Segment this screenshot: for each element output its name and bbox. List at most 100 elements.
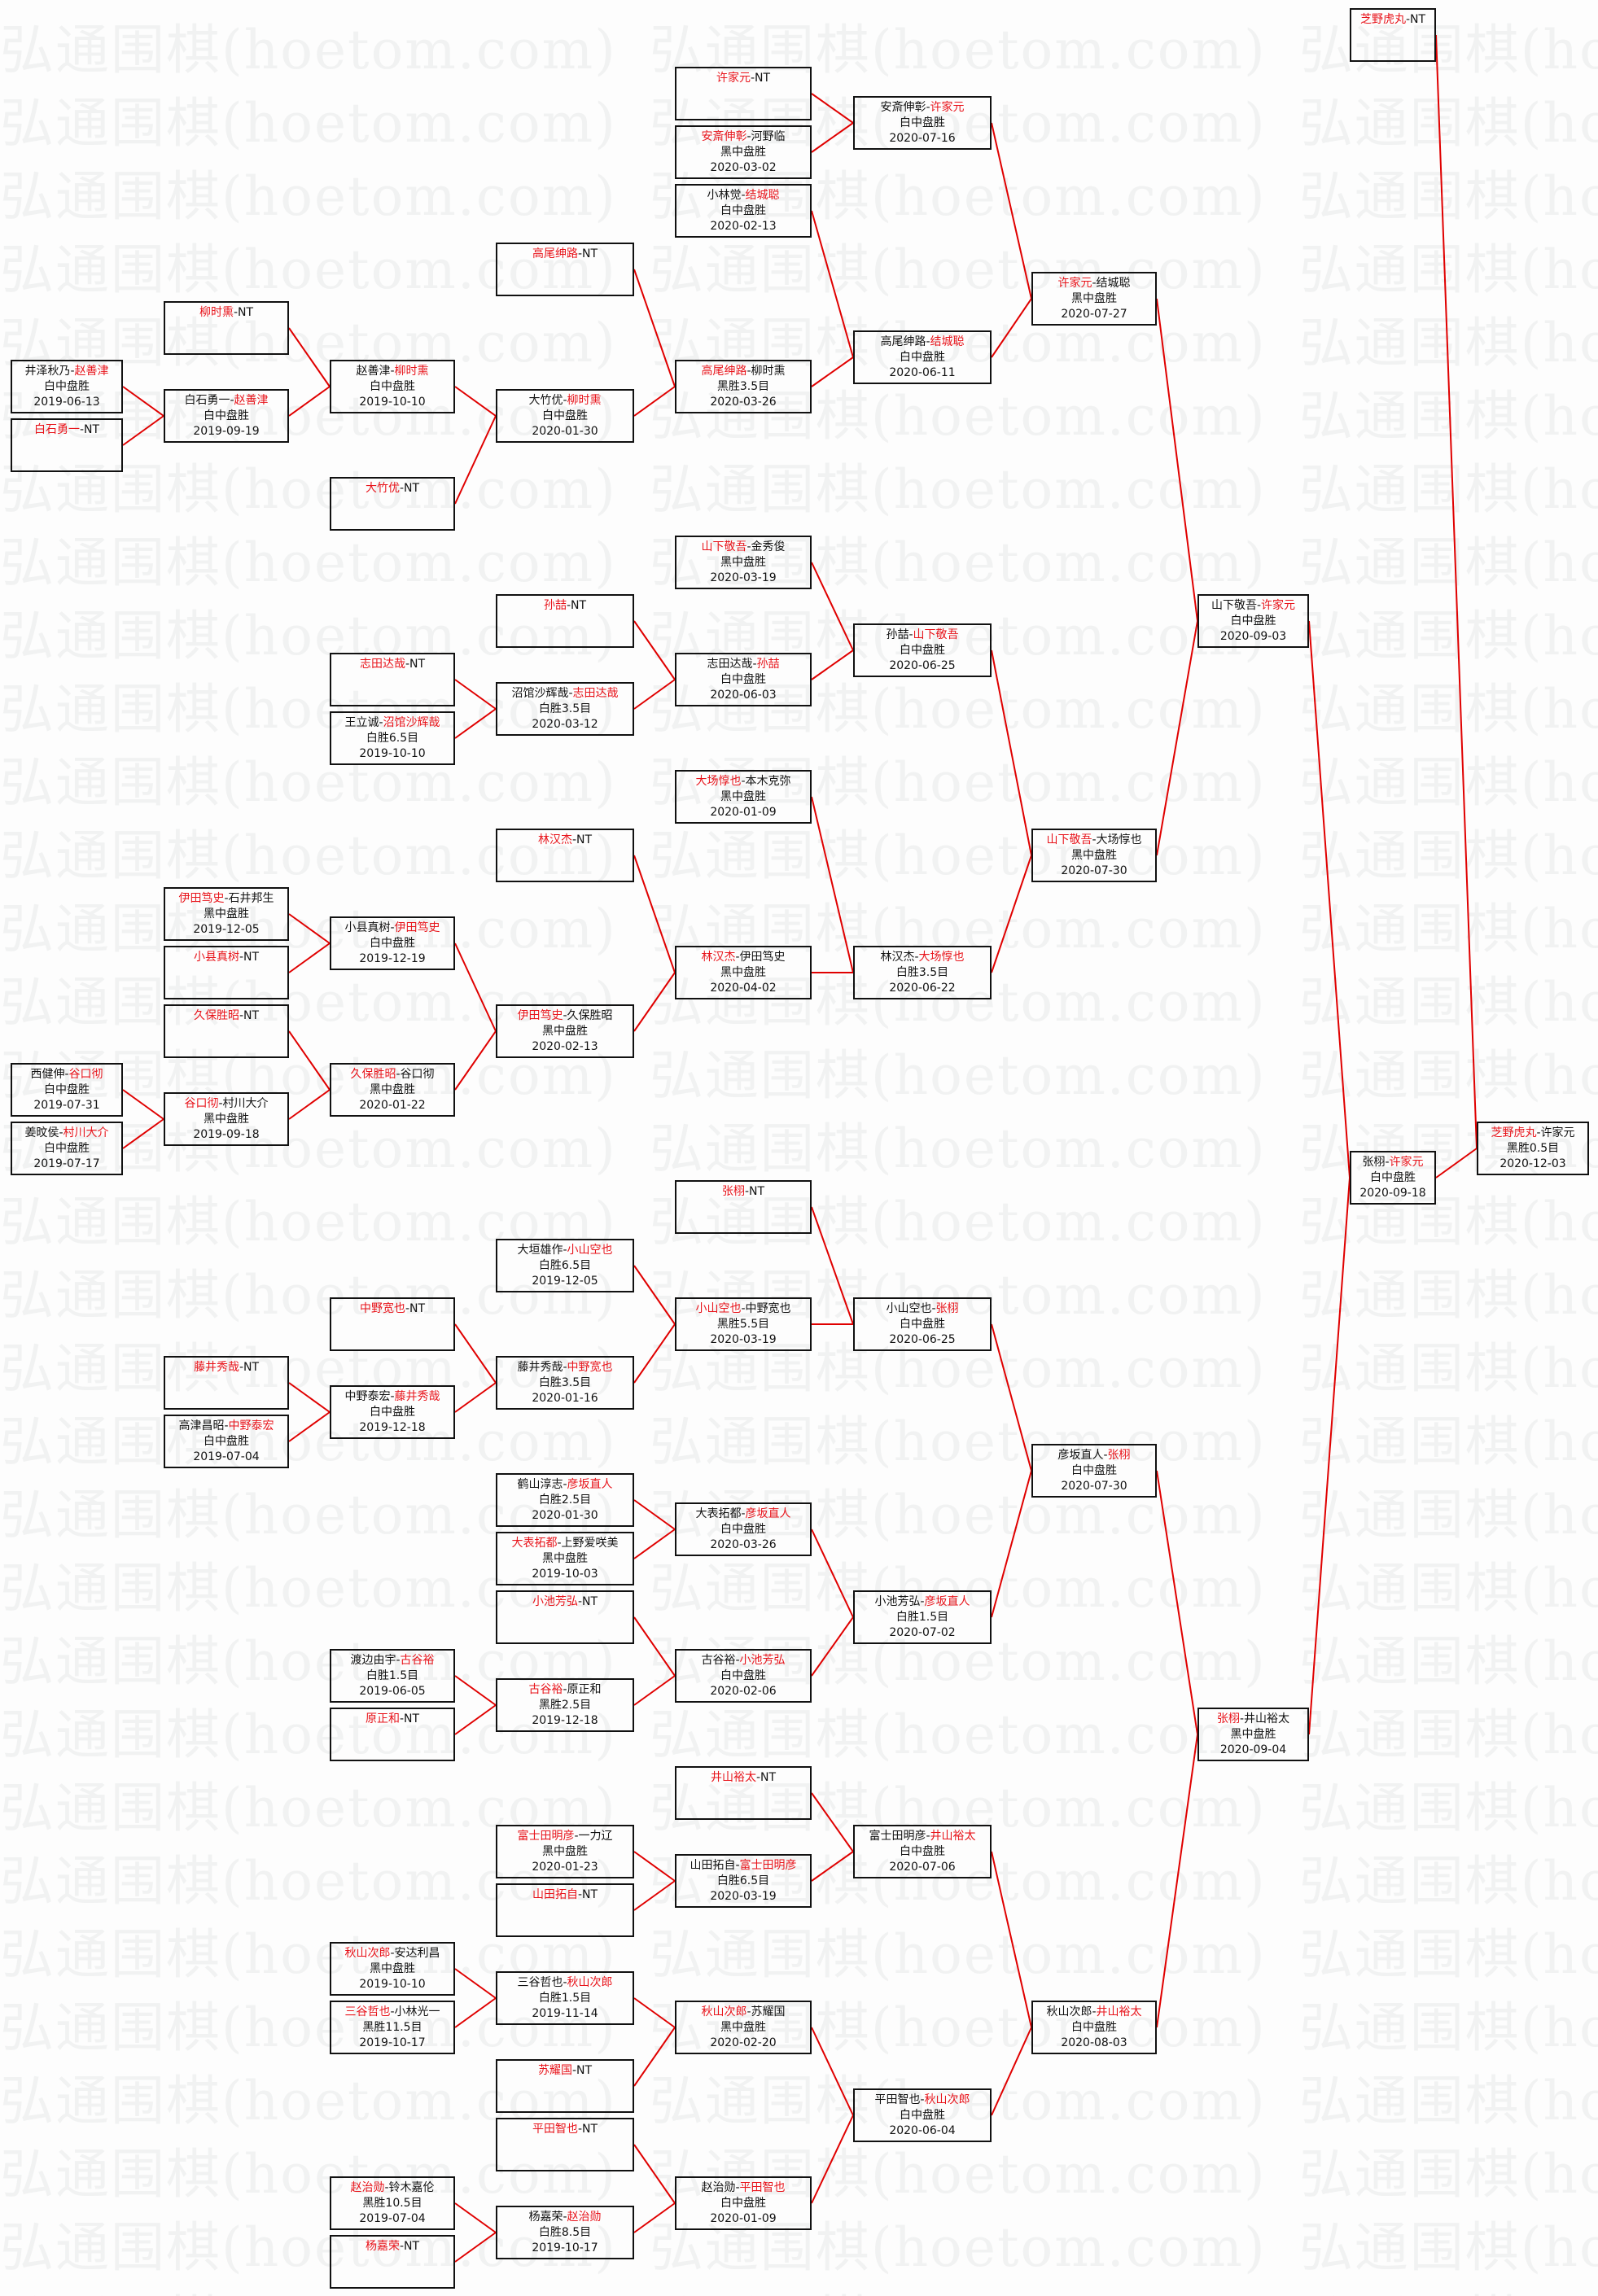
bracket-link xyxy=(454,2202,497,2233)
separator: - xyxy=(390,921,395,934)
match-date: 2020-07-06 xyxy=(889,1861,956,1874)
separator: - xyxy=(563,1976,567,1989)
match-box: 大表拓都-彦坂直人 白中盘胜 2020-03-26 xyxy=(675,1502,812,1556)
separator: - xyxy=(1385,1156,1390,1169)
match-result: 白胜6.5目 xyxy=(538,1259,592,1272)
player-a: 秋山次郎 xyxy=(701,2005,747,2018)
match-players: 富士田明彦-井山裕太 xyxy=(855,1829,990,1844)
bracket-link xyxy=(633,1880,676,1911)
match-result: 白中盘胜 xyxy=(720,204,766,217)
player-b: 中野宽也 xyxy=(745,1302,791,1315)
bracket-link xyxy=(811,93,854,124)
player-a: 柳时熏 xyxy=(199,306,234,319)
match-box: 山下敬吾-金秀俊 黑中盘胜 2020-03-19 xyxy=(675,536,812,589)
player-b: 小山空也 xyxy=(567,1244,613,1257)
player-a: 秋山次郎 xyxy=(1046,2005,1092,2018)
match-players: 姜旼侯-村川大介 xyxy=(12,1126,121,1141)
player-a: 志田达哉 xyxy=(359,658,405,671)
bracket-link xyxy=(991,298,1032,358)
match-result: 黑中盘胜 xyxy=(542,1552,588,1565)
match-date: 2020-02-13 xyxy=(710,220,777,233)
player-a: 彦坂直人 xyxy=(1057,1449,1104,1462)
player-a: 三谷哲也 xyxy=(344,2005,391,2018)
match-result: 白胜3.5目 xyxy=(895,966,949,979)
bye-label: NT xyxy=(409,658,426,671)
match-players: 山下敬吾-金秀俊 xyxy=(676,540,810,555)
bye-box: 孙喆-NT xyxy=(496,594,634,648)
player-a: 林汉杰 xyxy=(880,951,915,964)
bracket-link xyxy=(991,2027,1032,2116)
bracket-link xyxy=(811,1616,854,1677)
match-date: 2020-06-11 xyxy=(889,366,956,379)
bracket-link xyxy=(811,356,854,387)
player-a: 白石勇一 xyxy=(184,394,230,407)
match-result: 白胜6.5目 xyxy=(716,1874,770,1887)
bracket-link xyxy=(454,1030,497,1091)
player-a: 秋山次郎 xyxy=(344,1947,391,1960)
bracket-link xyxy=(288,1411,331,1442)
match-box: 沼馆沙辉哉-志田达哉 白胜3.5目 2020-03-12 xyxy=(496,682,634,736)
bracket-link xyxy=(288,327,331,387)
match-box: 秋山次郎-安达利昌 黑中盘胜 2019-10-10 xyxy=(330,1942,455,1996)
player-a: 古谷裕 xyxy=(528,1683,563,1696)
player-a: 山田拓自 xyxy=(690,1859,736,1872)
match-date: 2019-06-13 xyxy=(33,396,100,409)
separator: - xyxy=(741,189,746,202)
player-b: 彦坂直人 xyxy=(567,1478,613,1491)
match-result: 黑胜0.5目 xyxy=(1506,1142,1560,1155)
player-b: 许家元 xyxy=(1389,1156,1424,1169)
bracket-link xyxy=(811,562,854,651)
match-box: 富士田明彦-井山裕太 白中盘胜 2020-07-06 xyxy=(853,1825,992,1878)
match-date: 2020-02-13 xyxy=(532,1040,598,1053)
match-date: 2019-12-18 xyxy=(359,1421,426,1434)
separator: - xyxy=(755,1771,761,1784)
match-players: 安斎伸彰-许家元 xyxy=(855,100,990,116)
separator: - xyxy=(390,1947,395,1960)
player-a: 大竹优 xyxy=(365,482,400,495)
bye-box: 柳时熏-NT xyxy=(164,301,289,355)
player-a: 平田智也 xyxy=(874,2093,921,2106)
match-players: 孙喆-山下敬吾 xyxy=(855,628,990,643)
bracket-link xyxy=(633,269,676,387)
bye-box: 中野宽也-NT xyxy=(330,1297,455,1351)
match-date: 2020-08-03 xyxy=(1061,2036,1127,2049)
match-date: 2019-10-17 xyxy=(532,2241,598,2254)
bracket-link xyxy=(811,210,854,358)
bracket-link xyxy=(633,1997,676,2028)
match-result: 黑中盘胜 xyxy=(720,2021,766,2034)
separator: - xyxy=(405,1302,410,1315)
match-players: 赵治勋-平田智也 xyxy=(676,2180,810,2196)
bye-label: NT xyxy=(1410,13,1426,26)
bracket-link xyxy=(811,122,854,153)
player-b: 谷口彻 xyxy=(68,1068,103,1081)
match-box: 张栩-井山裕太 黑中盘胜 2020-09-04 xyxy=(1197,1708,1309,1761)
match-result: 白中盘胜 xyxy=(204,409,249,422)
separator: - xyxy=(735,1654,740,1667)
player-a: 小林觉 xyxy=(707,189,742,202)
match-players: 山田拓自-富士田明彦 xyxy=(676,1858,810,1874)
player-a: 赵治勋 xyxy=(350,2181,385,2194)
player-a: 山田拓自 xyxy=(532,1888,578,1901)
player-a: 原正和 xyxy=(365,1712,400,1725)
match-result: 黑中盘胜 xyxy=(720,790,766,803)
player-a: 西健伸 xyxy=(30,1068,65,1081)
match-box: 白石勇一-赵善津 白中盘胜 2019-09-19 xyxy=(164,389,289,443)
player-b: 中野泰宏 xyxy=(228,1419,274,1432)
bye-box: 原正和-NT xyxy=(330,1708,455,1761)
player-a: 芝野虎丸 xyxy=(1491,1126,1537,1139)
bye-box: 许家元-NT xyxy=(675,67,812,120)
match-result: 白中盘胜 xyxy=(900,2109,945,2122)
separator: - xyxy=(746,2005,751,2018)
bracket-link xyxy=(1435,34,1478,1149)
match-players: 王立诚-沼馆沙辉哉 xyxy=(331,715,453,731)
player-a: 大表拓都 xyxy=(695,1507,742,1520)
match-result: 白中盘胜 xyxy=(900,1845,945,1858)
bracket-link xyxy=(122,1089,164,1120)
match-box: 安斎伸彰-河野临 黑中盘胜 2020-03-02 xyxy=(675,125,812,179)
player-b: 彦坂直人 xyxy=(745,1507,791,1520)
player-b: 柳时熏 xyxy=(567,394,602,407)
player-b: 许家元 xyxy=(1540,1126,1575,1139)
bye-box: 张栩-NT xyxy=(675,1180,812,1234)
separator: - xyxy=(239,1009,244,1022)
bracket-link xyxy=(288,942,331,973)
